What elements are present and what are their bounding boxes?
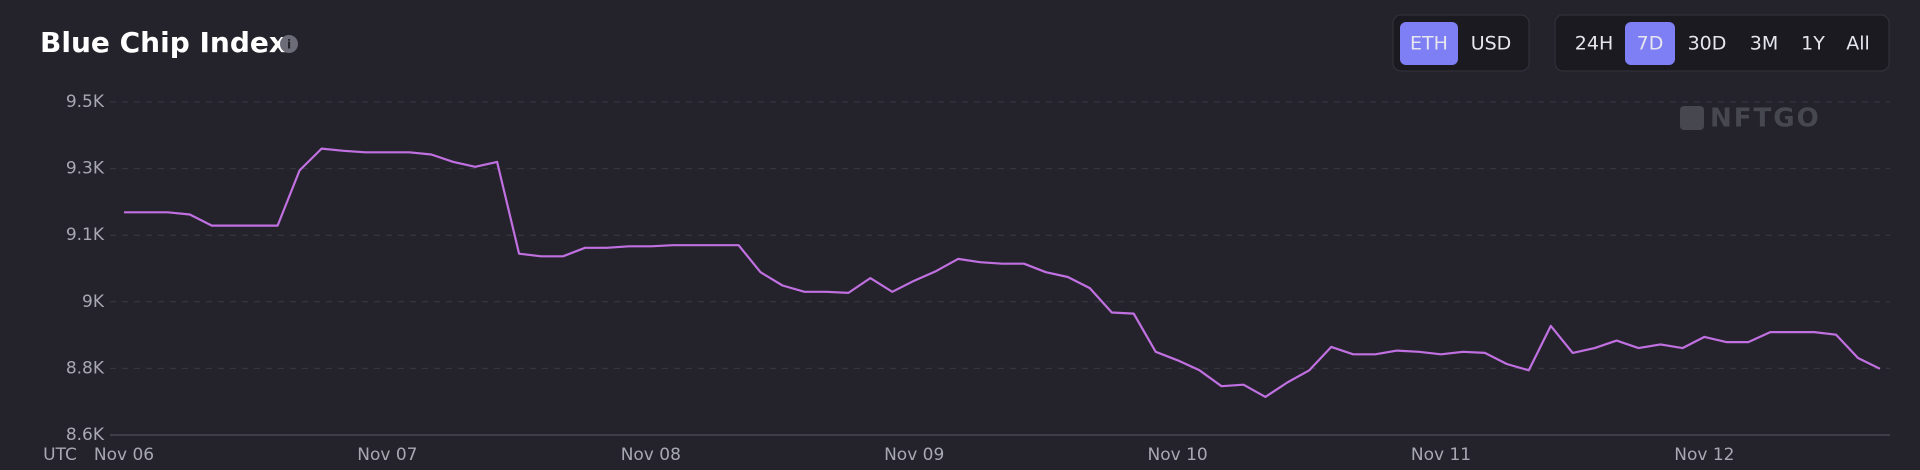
range-button[interactable]: 1Y	[1801, 33, 1825, 55]
currency-button[interactable]: ETH	[1410, 33, 1448, 55]
x-tick-label: Nov 08	[621, 445, 681, 465]
x-tick-label: Nov 11	[1411, 445, 1471, 465]
y-tick-label: 9K	[82, 292, 105, 312]
currency-selected	[1400, 22, 1458, 65]
watermark-icon	[1680, 106, 1704, 130]
y-tick-label: 8.6K	[66, 425, 105, 445]
y-tick-label: 8.8K	[66, 358, 105, 378]
watermark-text: NFTGO	[1710, 104, 1821, 134]
x-tick-label: Nov 12	[1674, 445, 1734, 465]
y-tick-label: 9.1K	[66, 225, 105, 245]
x-tick-label: Nov 07	[357, 445, 417, 465]
x-tick-label: Nov 09	[884, 445, 944, 465]
info-icon-glyph: i	[287, 38, 291, 52]
currency-button[interactable]: USD	[1471, 33, 1512, 55]
y-tick-label: 9.5K	[66, 92, 105, 112]
range-selected	[1625, 22, 1675, 65]
range-button[interactable]: 24H	[1575, 33, 1613, 55]
range-button[interactable]: 3M	[1750, 33, 1778, 55]
range-button[interactable]: 7D	[1637, 33, 1664, 55]
y-tick-label: 9.3K	[66, 159, 105, 179]
range-button[interactable]: 30D	[1688, 33, 1727, 55]
x-tick-label: Nov 10	[1147, 445, 1207, 465]
watermark: NFTGO	[1680, 104, 1821, 134]
range-button[interactable]: All	[1846, 33, 1870, 55]
line-series	[124, 147, 1881, 398]
x-tick-label: Nov 06	[94, 445, 154, 465]
x-axis-label: UTC	[43, 445, 77, 465]
chart-title: Blue Chip Index	[40, 26, 287, 59]
info-icon[interactable]	[280, 35, 298, 53]
